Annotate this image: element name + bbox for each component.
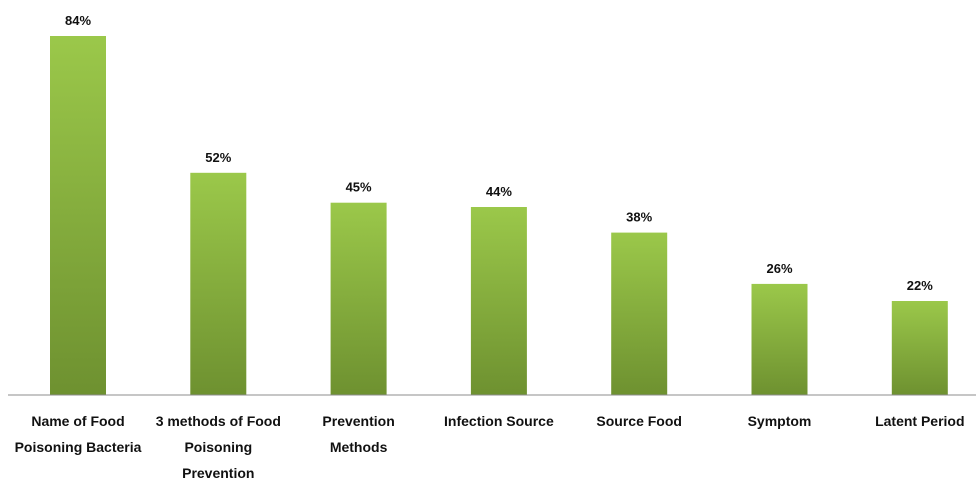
bars-layer <box>50 36 948 395</box>
data-label-6: 22% <box>907 278 933 293</box>
category-label-5: Symptom <box>748 413 812 429</box>
category-label-4: Source Food <box>596 413 682 429</box>
bar-0 <box>50 36 106 395</box>
bar-2 <box>330 202 387 395</box>
data-label-2: 45% <box>346 180 372 195</box>
bar-4 <box>611 232 668 395</box>
category-label-1: 3 methods of Food Poisoning Prevention <box>156 413 281 479</box>
data-label-0: 84% <box>65 13 91 28</box>
bar-3 <box>470 207 527 395</box>
bar-1 <box>190 172 247 395</box>
data-label-3: 44% <box>486 184 512 199</box>
category-label-6: Latent Period <box>875 413 964 429</box>
labels-layer: 84% Name of Food Poisoning Bacteria 52% 3 me… <box>15 13 965 479</box>
category-label-3: Infection Source <box>444 413 554 429</box>
bar-6 <box>891 301 948 395</box>
category-label-0: Name of Food Poisoning Bacteria <box>15 413 142 455</box>
data-label-5: 26% <box>766 261 792 276</box>
data-label-1: 52% <box>205 150 231 165</box>
category-label-2: Prevention Methods <box>322 413 394 455</box>
data-label-4: 38% <box>626 210 652 225</box>
bar-5 <box>751 283 808 395</box>
